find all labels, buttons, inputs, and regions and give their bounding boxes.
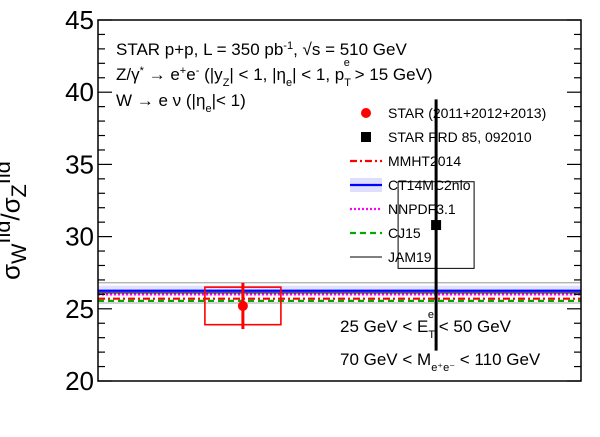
annotation-cut1: 25 GeV < ETe < 50 GeV bbox=[340, 309, 512, 341]
y-axis-label: σWfid/σZfid bbox=[0, 161, 31, 280]
legend-label: JAM19 bbox=[388, 249, 432, 265]
legend-label: STAR (2011+2012+2013) bbox=[388, 105, 546, 121]
y-tick-label: 20 bbox=[65, 366, 94, 396]
legend: STAR (2011+2012+2013) STAR PRD 85, 092010… bbox=[350, 105, 546, 265]
annotation-line1: STAR p+p, L = 350 pb-1, √s = 510 GeV bbox=[116, 40, 407, 59]
y-tick-label: 45 bbox=[65, 5, 94, 35]
legend-marker bbox=[361, 132, 371, 142]
annotation-line2: Z/γ* → e+e- (|yZ| < 1, |ηe| < 1, pTe > 1… bbox=[116, 57, 433, 89]
annotation-cut2: 70 GeV < Me⁺e⁻ < 110 GeV bbox=[340, 350, 541, 374]
y-axis-tick-labels: 20 25 30 35 40 45 bbox=[65, 5, 94, 396]
y-tick-label: 40 bbox=[65, 77, 94, 107]
y-tick-label: 30 bbox=[65, 222, 94, 252]
annotation-line3: W → e ν (|ηe|< 1) bbox=[116, 91, 246, 115]
legend-label: CT14MC2nlo bbox=[388, 177, 471, 193]
y-axis-ticks bbox=[98, 19, 581, 382]
model-bands bbox=[98, 282, 581, 304]
marker-STAR (2011+2012+2013) bbox=[237, 300, 248, 311]
legend-marker bbox=[361, 108, 371, 118]
marker-STAR PRD 85, 092010 bbox=[431, 220, 442, 231]
legend-label: STAR PRD 85, 092010 bbox=[388, 129, 532, 145]
data-points bbox=[204, 99, 475, 351]
y-tick-label: 35 bbox=[65, 149, 94, 179]
plot-frame bbox=[97, 19, 582, 382]
legend-label: NNPDF3.1 bbox=[388, 201, 456, 217]
y-tick-label: 25 bbox=[65, 294, 94, 324]
legend-label: CJ15 bbox=[388, 225, 421, 241]
legend-label: MMHT2014 bbox=[388, 153, 461, 169]
